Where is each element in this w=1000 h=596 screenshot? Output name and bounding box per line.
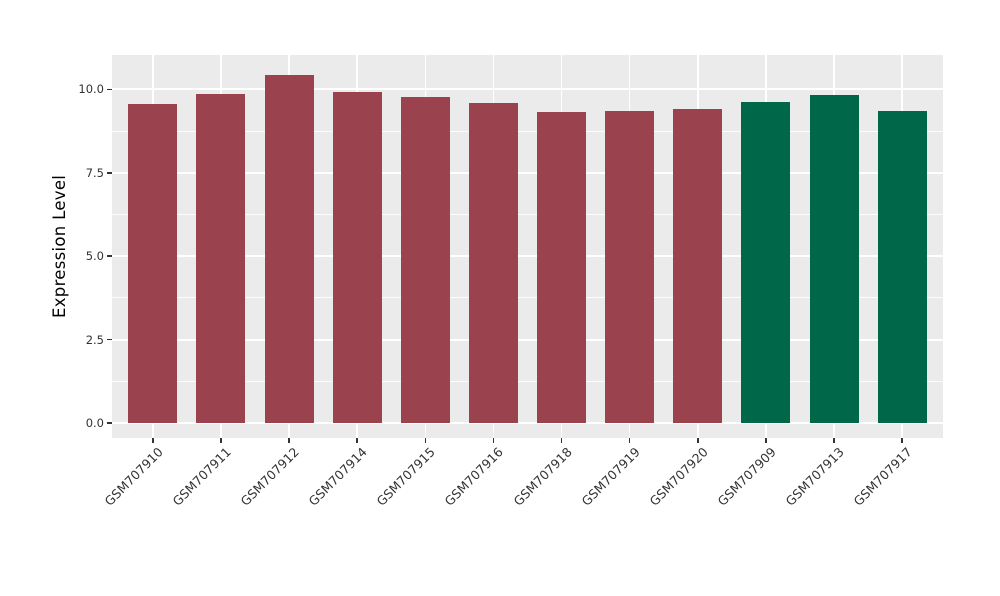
y-tick-label: 2.5 [85,332,104,347]
x-tick-mark [356,438,358,443]
gridline-minor [112,213,943,215]
x-tick-mark [901,438,903,443]
y-tick-label: 7.5 [85,165,104,180]
gridline-major [112,171,943,174]
x-tick-label: GSM707919 [578,444,643,509]
x-tick-mark [833,438,835,443]
x-tick-mark [628,438,631,443]
bar-GSM707912 [264,74,314,423]
gridline-major [112,338,943,341]
y-tick-mark [107,88,112,91]
bar-GSM707918 [537,112,587,423]
x-tick-mark [152,438,154,443]
y-tick-mark [107,338,112,341]
bar-GSM707915 [400,97,450,423]
y-tick-mark [107,172,112,174]
plot-panel [112,55,943,438]
bar-GSM707916 [468,103,518,423]
bar-GSM707917 [877,111,927,423]
gridline-minor [112,297,943,299]
x-tick-mark [560,438,563,443]
bar-GSM707909 [741,101,791,423]
x-tick-mark [424,438,427,443]
x-tick-mark [697,438,699,443]
gridline-major [112,88,943,91]
x-tick-mark [492,438,495,443]
bar-GSM707910 [128,104,178,423]
x-tick-label: GSM707912 [237,444,302,509]
x-tick-label: GSM707909 [714,444,779,509]
x-tick-label: GSM707914 [305,444,371,509]
y-tick-label: 5.0 [85,249,104,264]
x-tick-label: GSM707911 [169,444,234,509]
y-tick-label: 0.0 [85,415,104,430]
y-tick-mark [107,255,112,257]
bar-GSM707913 [809,95,859,423]
bar-GSM707920 [673,108,723,423]
y-tick-label: 10.0 [78,82,104,97]
x-tick-mark [220,438,222,443]
x-tick-label: GSM707916 [441,444,507,509]
x-tick-label: GSM707910 [101,444,166,509]
x-tick-label: GSM707913 [782,444,847,509]
gridline-major [112,255,943,258]
gridline-minor [112,380,943,382]
x-tick-label: GSM707920 [646,444,711,509]
figure: Expression Level 0.0 2.5 5.0 7.5 10.0 GSM707… [50,55,943,509]
x-tick-mark [288,438,290,443]
bar-GSM707914 [332,92,382,423]
y-tick-mark [107,422,112,424]
x-tick-label: GSM707918 [510,444,575,509]
bar-GSM707911 [196,94,246,423]
x-tick-mark [765,438,767,443]
y-axis-title-text: Expression Level [50,174,69,319]
gridline-major [112,421,943,424]
bar-GSM707919 [605,111,655,423]
x-tick-label: GSM707915 [373,444,439,509]
y-axis-title: Expression Level [50,55,76,438]
gridline-minor [112,130,943,132]
x-tick-label: GSM707917 [850,444,916,509]
